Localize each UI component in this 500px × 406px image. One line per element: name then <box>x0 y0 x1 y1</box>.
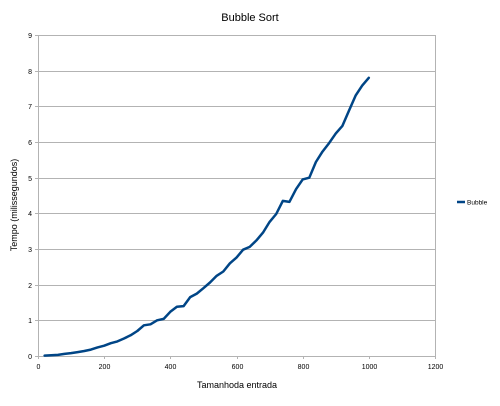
x-tick-label: 800 <box>298 364 310 371</box>
series-layer <box>43 76 371 357</box>
y-tick-label: 8 <box>28 69 32 76</box>
x-tick-label: 0 <box>37 364 41 371</box>
y-tick-label: 2 <box>28 283 32 290</box>
y-tick-label: 3 <box>28 247 32 254</box>
y-axis-label: Tempo (milissegundos) <box>9 159 19 252</box>
y-tick-label: 4 <box>28 211 32 218</box>
tick-labels: 0 1 2 3 4 5 6 7 8 9 0 200 400 600 800 1000 1200 <box>28 33 443 371</box>
legend-label-bubble: Bubble <box>467 200 488 207</box>
y-tick-label: 5 <box>28 176 32 183</box>
x-tick-label: 600 <box>232 364 244 371</box>
axes <box>35 35 436 359</box>
y-tick-label: 9 <box>28 33 32 40</box>
y-tick-label: 6 <box>28 140 32 147</box>
series-line-bubble <box>43 76 371 357</box>
x-tick-label: 200 <box>99 364 111 371</box>
legend: Bubble <box>457 200 488 207</box>
y-tick-label: 7 <box>28 104 32 111</box>
x-tick-label: 1200 <box>428 364 444 371</box>
y-tick-label: 1 <box>28 318 32 325</box>
chart-title: Bubble Sort <box>221 12 278 24</box>
x-tick-label: 1000 <box>362 364 378 371</box>
y-tick-label: 0 <box>28 354 32 361</box>
grid <box>38 35 435 357</box>
x-tick-label: 400 <box>165 364 177 371</box>
x-axis-label: Tamanhoda entrada <box>197 380 277 390</box>
